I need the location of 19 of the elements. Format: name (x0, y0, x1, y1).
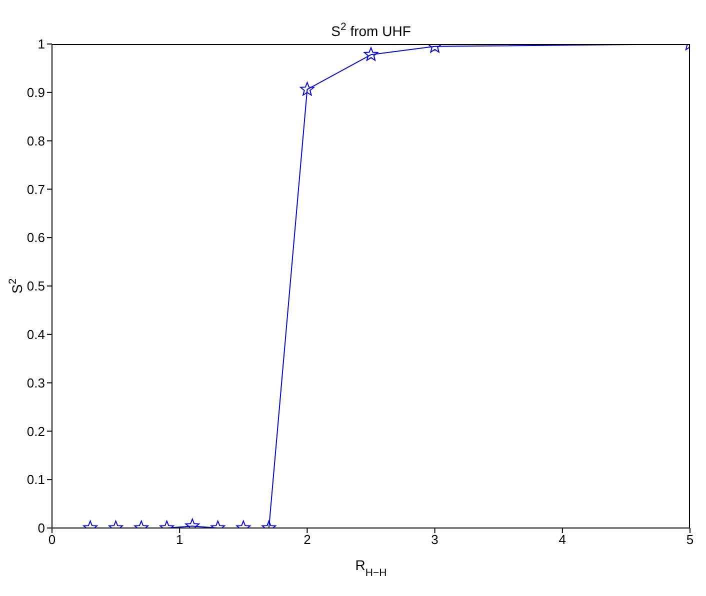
x-tick-label: 5 (686, 532, 694, 548)
x-tick-label: 2 (304, 532, 311, 548)
y-tick-label: 0.7 (26, 182, 45, 197)
y-tick-label: 0.4 (26, 327, 45, 342)
y-tick-label: 0.9 (26, 85, 45, 100)
y-tick-label: 0.8 (26, 133, 45, 148)
chart-title: S$^{2}$ from UHF (331, 21, 411, 39)
y-tick-label: 0.2 (26, 424, 45, 439)
y-tick-label: 0.1 (26, 472, 45, 488)
y-tick-label: 0.6 (26, 230, 45, 246)
x-axis-title: R$_{H−H}$ (355, 557, 387, 579)
y-tick-label: 0.5 (26, 278, 45, 294)
x-tick-label: 0 (48, 532, 56, 548)
y-tick-label: 0 (38, 520, 45, 536)
x-tick-label: 1 (176, 532, 184, 548)
x-tick-label: 3 (431, 532, 438, 548)
y-tick-label: 0.3 (26, 375, 45, 390)
y-tick-label: 1 (38, 36, 45, 52)
x-tick-label: 4 (558, 532, 566, 548)
